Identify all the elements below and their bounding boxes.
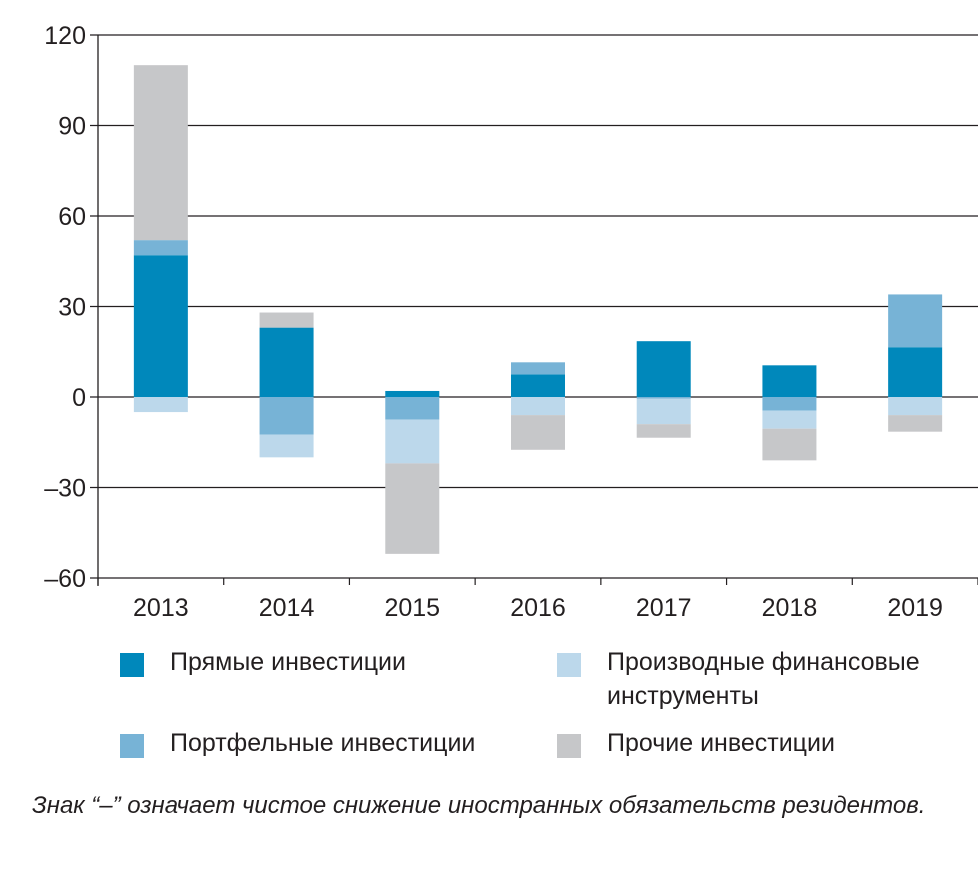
x-tick-label: 2018: [762, 594, 818, 622]
bar-2015-series-0: [385, 390, 440, 397]
x-tick-label: 2015: [384, 594, 440, 622]
bar-2015-series-3: [385, 463, 440, 554]
bar-2017-series-1: [636, 397, 691, 399]
legend-swatch-derivatives: [557, 653, 581, 677]
legend-label-direct: Прямые инвестиции: [170, 648, 406, 676]
y-tick-label: 0: [72, 384, 86, 412]
bar-2014-series-2: [259, 434, 314, 458]
bar-2017-series-0: [636, 341, 691, 397]
legend-swatch-other: [557, 734, 581, 758]
x-tick-label: 2019: [887, 594, 943, 622]
bar-2013-series-0: [133, 255, 188, 397]
legend-label-portfolio: Портфельные инвестиции: [170, 729, 476, 757]
bar-2013-series-1: [133, 240, 188, 256]
bar-2016-series-2: [511, 397, 565, 416]
bar-2019-series-0: [888, 347, 943, 397]
bar-2016-series-0: [511, 374, 565, 397]
bar-2019-series-3: [888, 415, 943, 432]
bar-2015-series-1: [385, 397, 440, 420]
bar-2016-series-1: [511, 362, 565, 375]
bar-2013-series-2: [133, 397, 188, 413]
y-tick-label: 120: [44, 22, 86, 50]
legend-label-derivatives: Производные финансовые инструменты: [607, 645, 920, 713]
legend-label-other: Прочие инвестиции: [607, 729, 835, 757]
bar-2014-series-3: [259, 312, 314, 328]
x-tick-label: 2013: [133, 594, 189, 622]
bar-2019-series-1: [888, 294, 943, 348]
legend-label-line1: Производные финансовые: [607, 648, 920, 676]
chart-note: Знак “–” означает чистое снижение иностр…: [32, 792, 926, 819]
y-tick-label: 90: [58, 113, 86, 141]
bar-2014-series-1: [259, 397, 314, 435]
bar-2018-series-0: [762, 365, 817, 397]
x-tick-label: 2017: [636, 594, 692, 622]
bar-2015-series-2: [385, 419, 440, 464]
bar-2017-series-2: [636, 398, 691, 425]
y-tick-label: –30: [44, 475, 86, 503]
y-tick-label: 60: [58, 203, 86, 231]
x-tick-label: 2014: [259, 594, 315, 622]
bar-2013-series-3: [133, 65, 188, 241]
bar-2014-series-0: [259, 327, 314, 397]
bar-2017-series-3: [636, 424, 691, 438]
x-tick-label: 2016: [510, 594, 566, 622]
legend-swatch-portfolio: [120, 734, 144, 758]
bar-2018-series-1: [762, 397, 817, 411]
bar-2019-series-2: [888, 397, 943, 416]
legend-label-line2: инструменты: [607, 682, 759, 710]
bar-2018-series-2: [762, 410, 817, 429]
y-tick-label: –60: [44, 565, 86, 593]
bar-2016-series-3: [511, 415, 565, 450]
bar-2018-series-3: [762, 428, 817, 461]
legend-swatch-direct: [120, 653, 144, 677]
y-tick-label: 30: [58, 294, 86, 322]
